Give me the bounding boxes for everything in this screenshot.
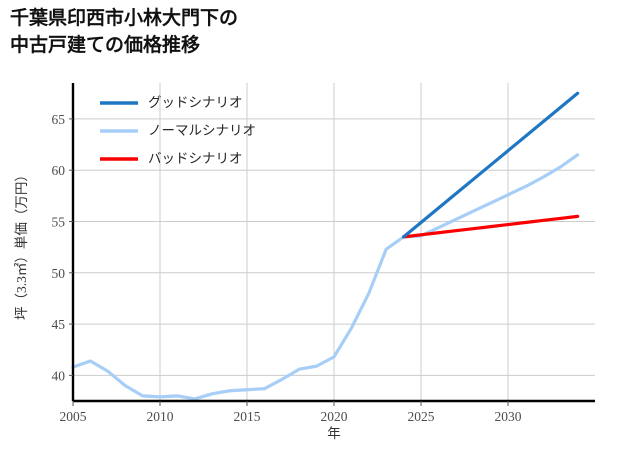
legend-label: グッドシナリオ (148, 95, 243, 110)
x-axis-title: 年 (327, 426, 341, 441)
series-line-good (402, 91, 580, 239)
chart-title: 千葉県印西市小林大門下の 中古戸建ての価格推移 (10, 8, 239, 56)
legend-label: バッドシナリオ (148, 151, 243, 166)
y-axis-title: 坪（3.3㎡）単価（万円） (14, 168, 29, 320)
x-tick-label: 2015 (234, 409, 261, 424)
y-axis-ticks: 40 45 50 55 60 65 (52, 112, 73, 383)
legend-label: ノーマルシナリオ (148, 123, 256, 138)
x-tick-label: 2005 (60, 409, 87, 424)
x-tick-label: 2010 (147, 409, 174, 424)
y-tick-label: 65 (52, 112, 66, 127)
x-tick-label: 2025 (408, 409, 435, 424)
x-axis-ticks: 2005 2010 2015 2020 2025 2030 (60, 401, 522, 424)
y-tick-label: 45 (52, 317, 66, 332)
y-tick-label: 60 (52, 163, 66, 178)
series-line-normal (71, 153, 580, 401)
y-tick-label: 40 (52, 368, 66, 383)
data-series (71, 91, 580, 401)
x-tick-label: 2020 (321, 409, 348, 424)
series-line-bad (402, 214, 580, 239)
y-tick-label: 55 (52, 214, 66, 229)
x-tick-label: 2030 (495, 409, 522, 424)
y-tick-label: 50 (52, 266, 66, 281)
